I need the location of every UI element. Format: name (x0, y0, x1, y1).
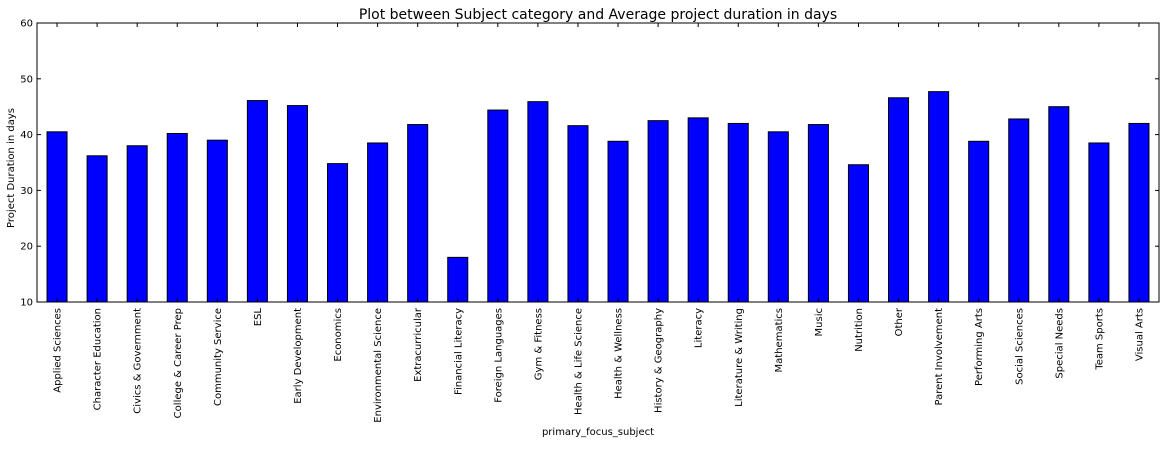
y-tick-label: 40 (20, 130, 33, 141)
bar (767, 131, 789, 303)
bar (527, 101, 549, 303)
x-ticks-group: Applied Sciences Character Education Civic… (53, 23, 1145, 423)
x-tick-label: College & Career Prep (173, 308, 184, 418)
bar (687, 117, 709, 303)
x-tick-label: Early Development (293, 308, 304, 404)
x-tick-label: Other (894, 307, 905, 336)
y-tick-label: 50 (20, 74, 33, 85)
x-tick-label: Literacy (694, 308, 705, 348)
bar (367, 142, 389, 303)
bar (1008, 118, 1030, 303)
bar (888, 97, 910, 303)
x-tick-label: Team Sports (1094, 308, 1105, 371)
y-axis-label: Project Duration in days (6, 108, 17, 228)
x-tick-label: Performing Arts (974, 308, 985, 386)
x-tick-label: Social Sciences (1014, 308, 1025, 385)
bar (1128, 122, 1150, 303)
bar (447, 256, 469, 303)
bar (286, 105, 308, 303)
y-tick-label: 20 (20, 242, 33, 253)
plot-frame (36, 22, 1160, 303)
bar (126, 145, 148, 303)
chart-title: Plot between Subject category and Averag… (359, 7, 837, 23)
bar (1088, 142, 1110, 303)
x-tick-label: Financial Literacy (453, 308, 464, 395)
x-tick-label: History & Geography (654, 308, 665, 413)
y-tick-label: 30 (20, 186, 33, 197)
bar (647, 120, 669, 303)
x-axis-label: primary_focus_subject (542, 427, 654, 438)
bar (567, 125, 589, 303)
bar (327, 163, 349, 303)
x-tick-label: Civics & Government (133, 308, 144, 414)
y-tick-label: 60 (20, 19, 33, 30)
bar (928, 91, 950, 303)
bar (727, 122, 749, 303)
x-tick-label: Nutrition (854, 308, 865, 352)
x-tick-label: Literature & Writing (734, 308, 745, 407)
bars-group (46, 91, 1150, 303)
x-tick-label: Mathematics (774, 308, 785, 372)
bar (487, 109, 509, 303)
x-tick-label: Health & Wellness (614, 308, 625, 399)
bar (166, 132, 188, 303)
x-tick-label: Visual Arts (1134, 308, 1145, 361)
x-tick-label: Environmental Science (373, 308, 384, 423)
bar (847, 164, 869, 303)
x-tick-label: Applied Sciences (53, 308, 64, 393)
x-tick-label: Special Needs (1054, 308, 1065, 379)
x-tick-label: Extracurricular (413, 307, 424, 382)
x-tick-label: ESL (253, 308, 264, 327)
x-tick-label: Parent Involvement (934, 308, 945, 406)
bar (607, 140, 629, 303)
bar (807, 124, 829, 303)
x-tick-label: Gym & Fitness (533, 308, 544, 380)
x-tick-label: Community Service (213, 308, 224, 406)
y-tick-label: 10 (20, 298, 33, 309)
x-tick-label: Health & Life Science (573, 308, 584, 415)
bar (407, 124, 429, 303)
x-tick-label: Economics (333, 308, 344, 362)
bar (206, 139, 228, 303)
x-tick-label: Character Education (93, 308, 104, 410)
bar (46, 131, 68, 303)
bar (1048, 106, 1070, 303)
bar (968, 140, 990, 303)
x-tick-label: Foreign Languages (493, 308, 504, 403)
bar (246, 100, 268, 303)
x-tick-label: Music (814, 308, 825, 336)
bar (86, 155, 108, 303)
